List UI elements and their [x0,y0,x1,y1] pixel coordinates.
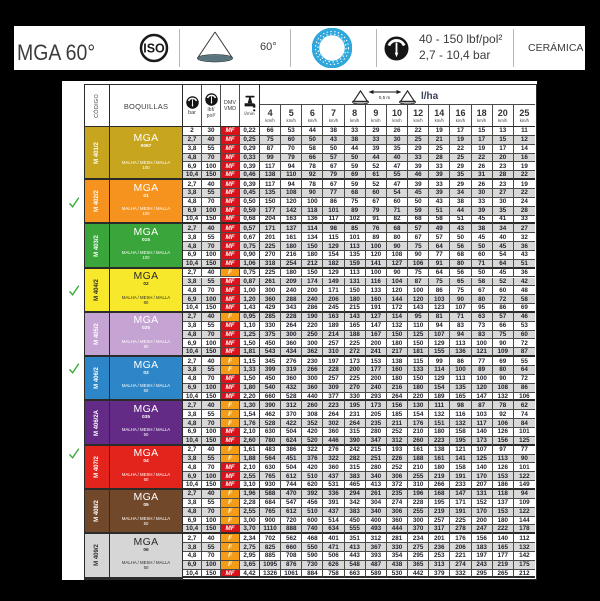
svg-text:ISO: ISO [143,41,165,55]
